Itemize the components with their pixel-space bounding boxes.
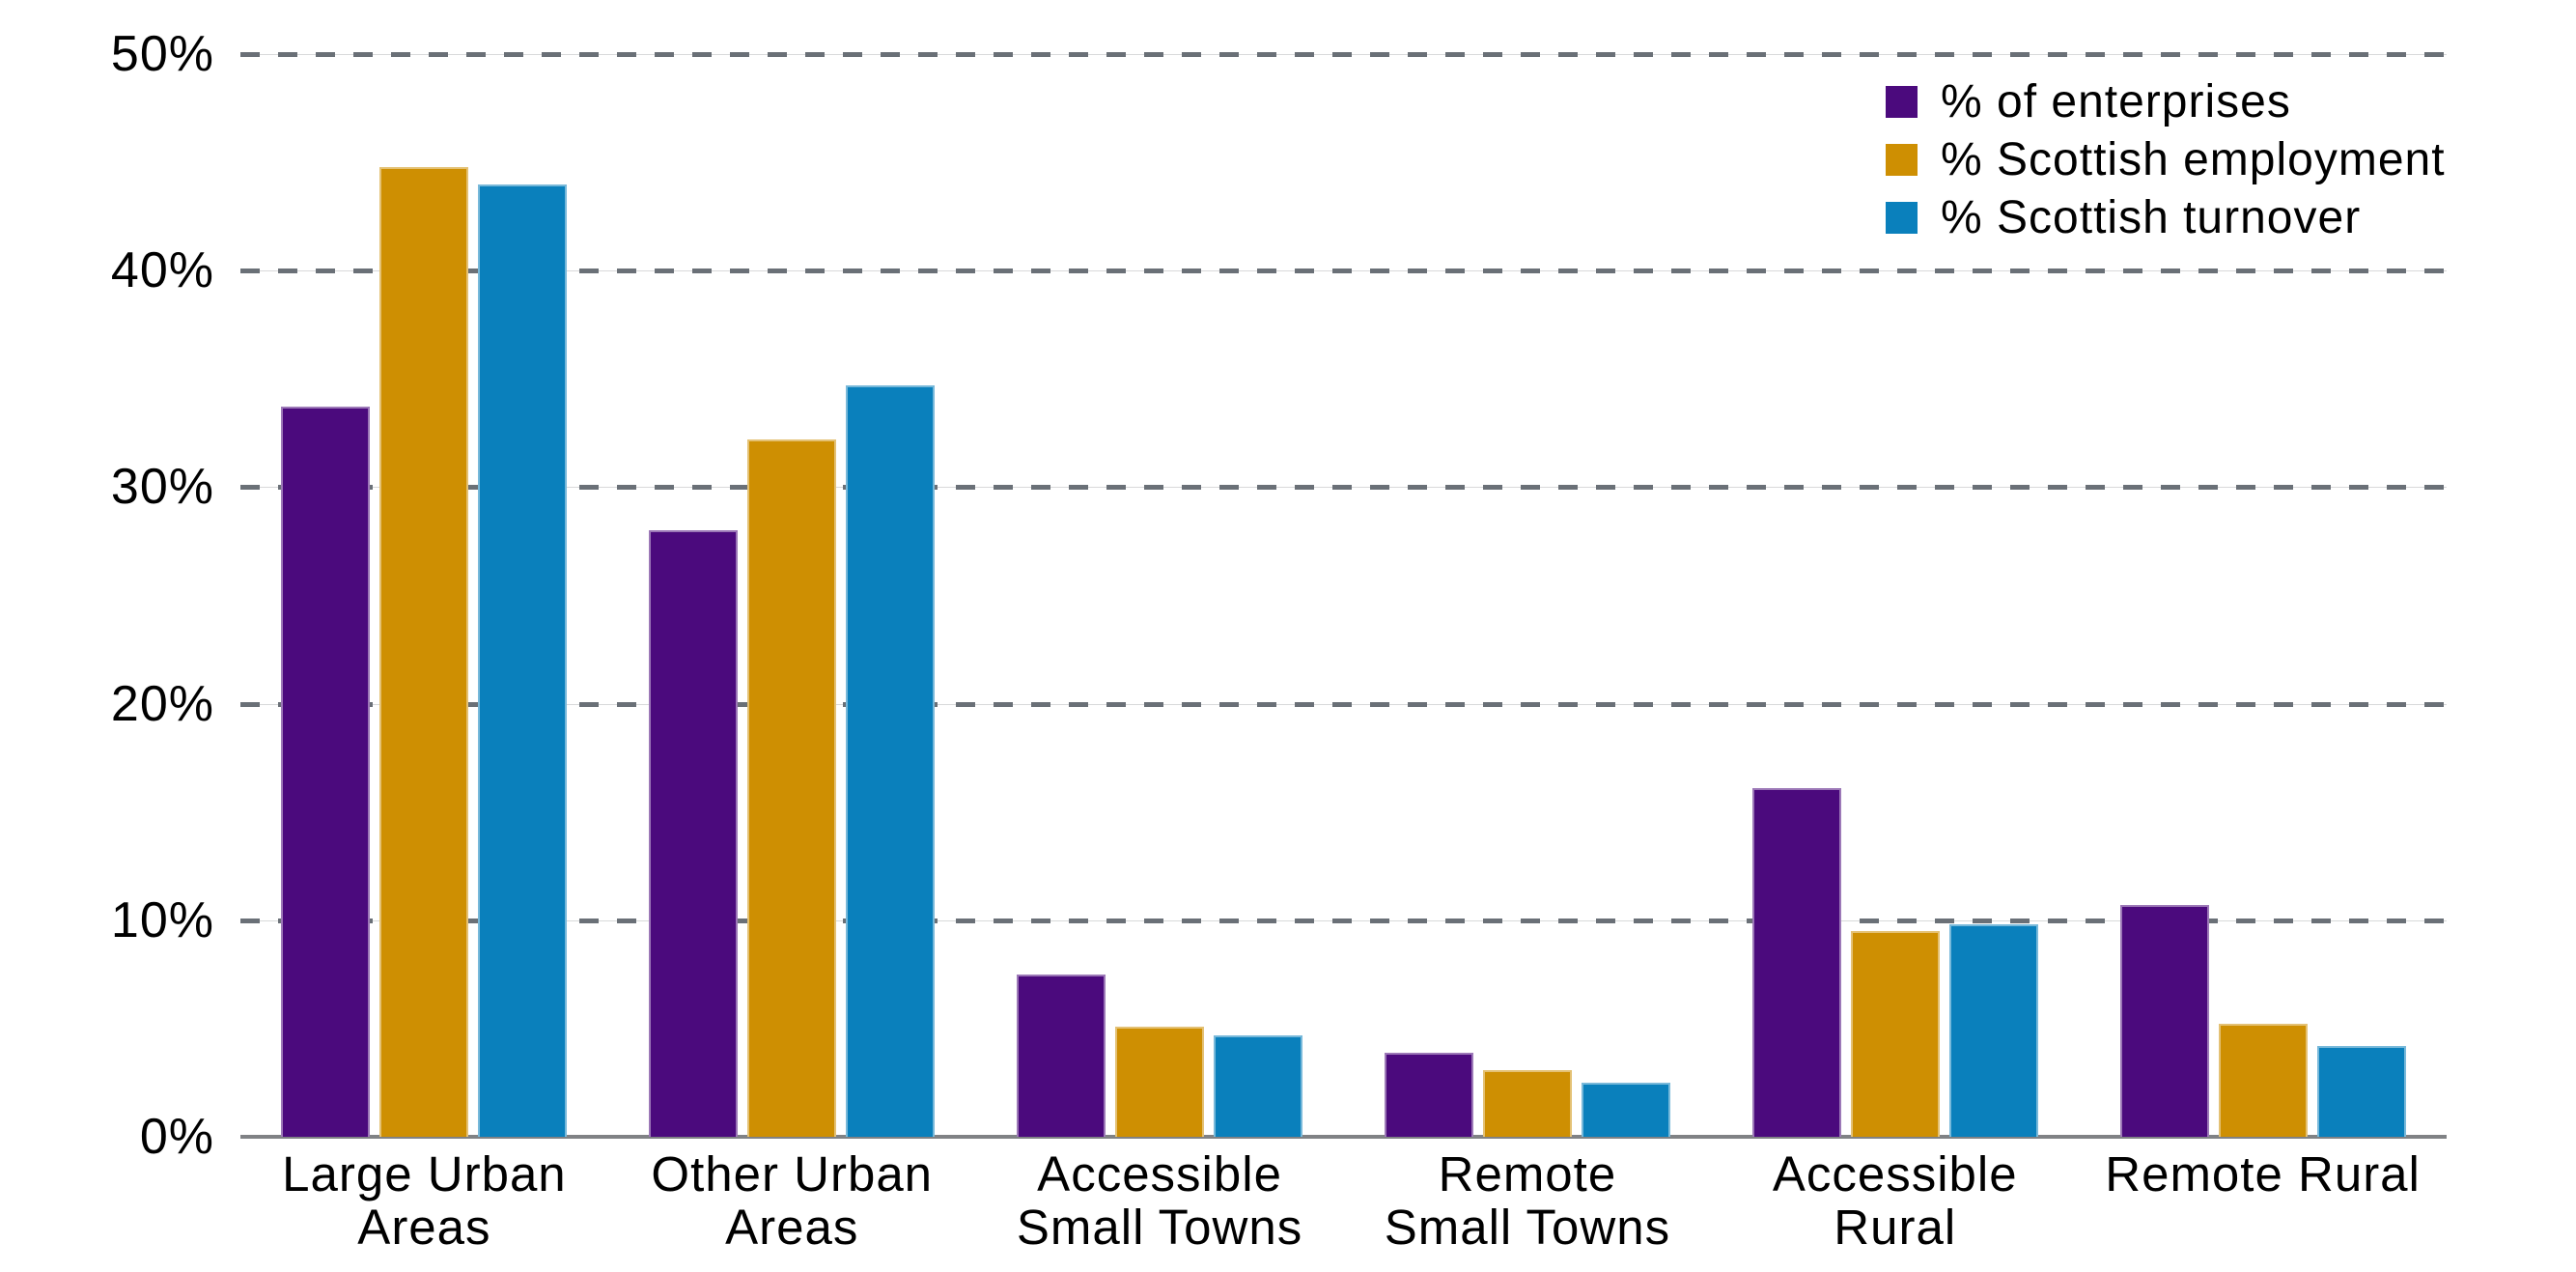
legend-entry-label: % Scottish turnover — [1941, 192, 2362, 243]
x-axis-label-5: Accessible Rural — [1711, 1147, 2079, 1254]
x-axis-label-line: Small Towns — [1016, 1200, 1303, 1255]
x-axis-label-line: Large Urban — [282, 1146, 567, 1201]
bar-Scottish-employment — [379, 166, 469, 1137]
bar-Scottish-turnover — [478, 184, 568, 1137]
bar-Scottish-employment — [747, 439, 837, 1137]
legend-swatch-icon — [1886, 202, 1918, 234]
x-axis-label-line: Remote Rural — [2105, 1146, 2421, 1201]
bar-Scottish-turnover — [846, 385, 936, 1137]
y-axis: 50% 40% 30% 20% 10% 0% — [0, 0, 214, 1272]
legend-entry-2: % Scottish employment — [1886, 134, 2446, 185]
bar-group-6 — [2079, 905, 2447, 1137]
legend-entry-3: % Scottish turnover — [1886, 192, 2446, 243]
bar-of-enterprises — [1751, 788, 1841, 1137]
gridline-30% — [240, 485, 2447, 491]
bar-group-1 — [240, 166, 608, 1137]
x-axis-label-line: Other Urban — [651, 1146, 934, 1201]
bar-Scottish-turnover — [1581, 1082, 1670, 1137]
bar-Scottish-employment — [1482, 1069, 1572, 1137]
bar-of-enterprises — [1384, 1052, 1473, 1137]
bar-group-5 — [1711, 788, 2079, 1137]
bar-group-2 — [608, 385, 976, 1137]
bar-Scottish-employment — [2218, 1024, 2308, 1137]
bar-group-3 — [976, 974, 1344, 1137]
x-axis-label-line: Rural — [1834, 1200, 1957, 1255]
bar-of-enterprises — [649, 530, 739, 1137]
bar-Scottish-turnover — [1214, 1034, 1303, 1137]
bar-of-enterprises — [2119, 905, 2209, 1137]
y-tick-label-20: 20% — [110, 675, 214, 732]
legend: % of enterprises % Scottish employment % S… — [1886, 76, 2446, 253]
y-tick-label-10: 10% — [110, 891, 214, 948]
y-tick-label-0: 0% — [139, 1109, 214, 1165]
gridline-10% — [240, 918, 2447, 923]
gridline-40% — [240, 269, 2447, 274]
y-tick-label-30: 30% — [110, 459, 214, 516]
x-axis-label-2: Other Urban Areas — [608, 1147, 976, 1254]
legend-entry-1: % of enterprises — [1886, 76, 2446, 127]
legend-swatch-icon — [1886, 144, 1918, 176]
plot-area — [240, 52, 2447, 1139]
bar-Scottish-employment — [1850, 931, 1940, 1137]
x-axis-label-line: Accessible — [1772, 1146, 2018, 1201]
x-axis-label-line: Areas — [357, 1200, 491, 1255]
legend-swatch-icon — [1886, 86, 1918, 118]
bar-Scottish-turnover — [2316, 1045, 2406, 1137]
x-axis-label-3: Accessible Small Towns — [976, 1147, 1344, 1254]
legend-entry-label: % Scottish employment — [1941, 134, 2446, 185]
x-axis: Large Urban Areas Other Urban Areas Accessib… — [240, 1147, 2447, 1272]
x-axis-label-line: Small Towns — [1384, 1200, 1671, 1255]
x-axis-label-line: Accessible — [1037, 1146, 1282, 1201]
x-axis-label-6: Remote Rural — [2079, 1147, 2447, 1201]
bar-of-enterprises — [281, 407, 371, 1137]
bar-group-4 — [1344, 1052, 1712, 1137]
bar-Scottish-employment — [1115, 1026, 1205, 1137]
x-axis-label-line: Remote — [1438, 1146, 1617, 1201]
x-axis-label-4: Remote Small Towns — [1344, 1147, 1712, 1254]
gridline-20% — [240, 701, 2447, 707]
x-axis-label-line: Areas — [725, 1200, 859, 1255]
gridline-50% — [240, 52, 2447, 57]
y-tick-label-50: 50% — [110, 26, 214, 82]
bar-Scottish-turnover — [1948, 924, 2038, 1137]
y-tick-label-40: 40% — [110, 242, 214, 299]
x-axis-label-1: Large Urban Areas — [240, 1147, 608, 1254]
bar-of-enterprises — [1017, 974, 1106, 1137]
x-axis-baseline — [240, 1135, 2447, 1139]
legend-entry-label: % of enterprises — [1941, 76, 2291, 127]
